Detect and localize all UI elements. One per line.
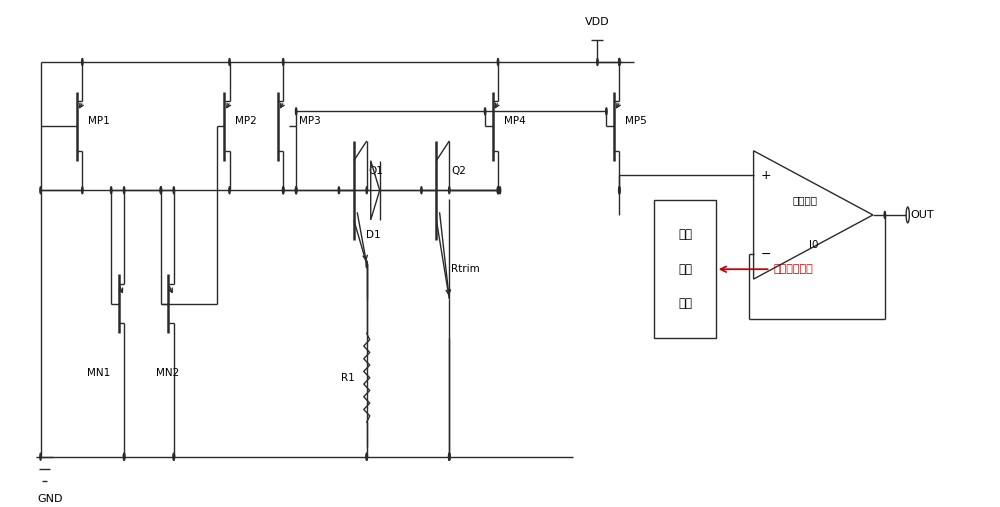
Circle shape	[421, 187, 422, 194]
Circle shape	[283, 58, 284, 65]
Circle shape	[110, 187, 112, 194]
Circle shape	[497, 187, 499, 194]
Circle shape	[606, 108, 607, 115]
FancyBboxPatch shape	[654, 200, 716, 338]
Circle shape	[123, 187, 125, 194]
Circle shape	[366, 261, 367, 268]
Text: MN1: MN1	[87, 368, 111, 378]
Text: 电阻: 电阻	[678, 263, 692, 276]
Text: 阵列: 阵列	[678, 297, 692, 310]
Text: R1: R1	[341, 373, 355, 383]
Text: GND: GND	[38, 494, 63, 504]
Text: I0: I0	[809, 239, 818, 249]
Circle shape	[449, 453, 450, 460]
Text: MN2: MN2	[156, 368, 179, 378]
Circle shape	[499, 187, 501, 194]
Circle shape	[366, 187, 367, 194]
Text: MP1: MP1	[88, 116, 110, 126]
Circle shape	[229, 58, 230, 65]
Text: 修调: 修调	[678, 228, 692, 241]
Circle shape	[82, 187, 83, 194]
Circle shape	[366, 453, 367, 460]
Text: −: −	[761, 248, 771, 261]
Text: MP3: MP3	[299, 116, 321, 126]
Text: Q1: Q1	[369, 165, 384, 175]
Circle shape	[884, 211, 886, 219]
Circle shape	[619, 58, 620, 65]
Circle shape	[82, 58, 83, 65]
Circle shape	[484, 108, 486, 115]
Circle shape	[173, 453, 175, 460]
Circle shape	[449, 453, 450, 460]
Text: +: +	[761, 169, 771, 182]
Text: D1: D1	[366, 230, 381, 240]
Circle shape	[173, 187, 175, 194]
Circle shape	[497, 187, 499, 194]
Circle shape	[619, 58, 620, 65]
Circle shape	[366, 453, 367, 460]
Text: Q2: Q2	[451, 165, 466, 175]
Text: 温度系数调整: 温度系数调整	[773, 264, 813, 274]
Text: VDD: VDD	[585, 17, 610, 27]
Circle shape	[160, 187, 162, 194]
Circle shape	[283, 187, 284, 194]
Circle shape	[123, 453, 125, 460]
Circle shape	[295, 187, 297, 194]
Circle shape	[338, 187, 340, 194]
Text: Rtrim: Rtrim	[451, 264, 480, 274]
Circle shape	[173, 453, 175, 460]
Circle shape	[123, 453, 125, 460]
Circle shape	[597, 58, 598, 65]
Circle shape	[497, 58, 499, 65]
Circle shape	[449, 453, 450, 460]
Circle shape	[283, 187, 284, 194]
Text: OUT: OUT	[911, 210, 934, 220]
Circle shape	[40, 453, 41, 460]
Circle shape	[295, 108, 297, 115]
Text: 跟随电路: 跟随电路	[793, 195, 818, 205]
Circle shape	[40, 187, 41, 194]
Text: MP2: MP2	[235, 116, 257, 126]
Circle shape	[449, 187, 450, 194]
Text: MP5: MP5	[625, 116, 647, 126]
Circle shape	[619, 187, 620, 194]
Circle shape	[295, 187, 297, 194]
Text: MP4: MP4	[504, 116, 526, 126]
Circle shape	[229, 187, 230, 194]
Circle shape	[619, 187, 620, 194]
Circle shape	[160, 187, 162, 194]
